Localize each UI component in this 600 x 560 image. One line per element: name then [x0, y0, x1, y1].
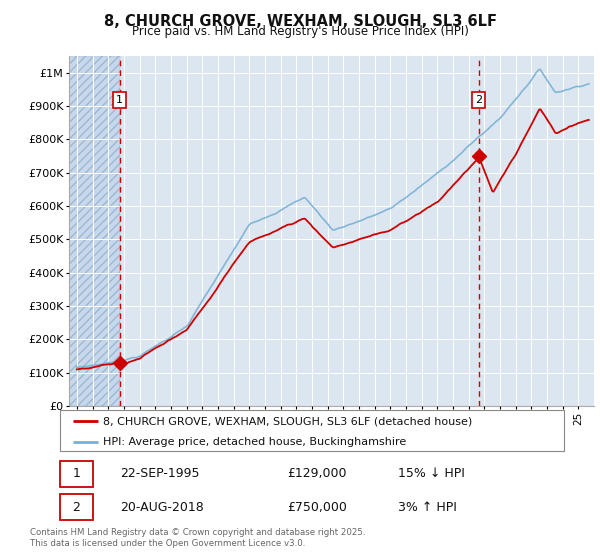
Text: £750,000: £750,000 — [287, 501, 347, 514]
FancyBboxPatch shape — [60, 410, 564, 451]
Text: 2: 2 — [73, 501, 80, 514]
Text: 1: 1 — [73, 467, 80, 480]
Text: 8, CHURCH GROVE, WEXHAM, SLOUGH, SL3 6LF: 8, CHURCH GROVE, WEXHAM, SLOUGH, SL3 6LF — [104, 14, 497, 29]
Text: 3% ↑ HPI: 3% ↑ HPI — [398, 501, 457, 514]
Text: 1: 1 — [116, 95, 123, 105]
Text: 2: 2 — [475, 95, 482, 105]
Text: £129,000: £129,000 — [287, 467, 346, 480]
Text: Contains HM Land Registry data © Crown copyright and database right 2025.
This d: Contains HM Land Registry data © Crown c… — [30, 528, 365, 548]
Text: 20-AUG-2018: 20-AUG-2018 — [121, 501, 204, 514]
Bar — [69, 56, 119, 406]
Text: 8, CHURCH GROVE, WEXHAM, SLOUGH, SL3 6LF (detached house): 8, CHURCH GROVE, WEXHAM, SLOUGH, SL3 6LF… — [103, 417, 472, 426]
Text: HPI: Average price, detached house, Buckinghamshire: HPI: Average price, detached house, Buck… — [103, 437, 406, 447]
Text: 22-SEP-1995: 22-SEP-1995 — [121, 467, 200, 480]
FancyBboxPatch shape — [60, 494, 93, 520]
FancyBboxPatch shape — [60, 461, 93, 487]
Text: Price paid vs. HM Land Registry's House Price Index (HPI): Price paid vs. HM Land Registry's House … — [131, 25, 469, 38]
Text: 15% ↓ HPI: 15% ↓ HPI — [398, 467, 464, 480]
